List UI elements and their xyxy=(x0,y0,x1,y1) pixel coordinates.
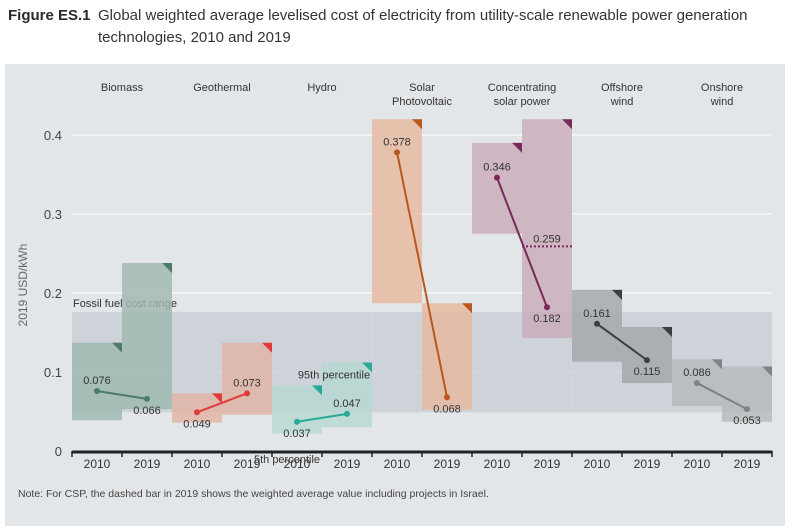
p95-marker-icon xyxy=(362,362,372,373)
y-tick-label: 0.4 xyxy=(44,128,62,143)
data-point-2019 xyxy=(344,410,350,417)
category-label: Offshore xyxy=(601,82,643,94)
x-tick-label: 2010 xyxy=(684,457,711,471)
x-tick-label: 2010 xyxy=(484,457,511,471)
range-bar-2019 xyxy=(222,342,272,415)
p95-marker-icon xyxy=(312,385,322,396)
range-bar-2019 xyxy=(622,326,672,384)
value-label: 0.047 xyxy=(333,398,361,410)
data-point-2019 xyxy=(744,406,750,413)
data-point-2010 xyxy=(94,387,100,394)
category-label: Photovoltaic xyxy=(392,96,452,108)
data-point-2019 xyxy=(644,357,650,364)
range-bar-2010 xyxy=(272,385,322,434)
value-label: 0.068 xyxy=(433,403,461,415)
category-label: wind xyxy=(710,96,734,108)
chart-note: Note: For CSP, the dashed bar in 2019 sh… xyxy=(18,488,489,500)
x-tick-label: 2019 xyxy=(234,457,261,471)
category-label: Onshore xyxy=(701,82,743,94)
trend-line xyxy=(396,152,448,398)
value-label: 0.076 xyxy=(83,375,111,387)
trend-line xyxy=(596,323,648,361)
p95-marker-icon xyxy=(112,342,122,353)
category-label: Hydro xyxy=(307,82,336,94)
data-point-2019 xyxy=(444,394,450,401)
category-label: Solar xyxy=(409,82,435,94)
x-tick-label: 2010 xyxy=(284,457,311,471)
p95-marker-icon xyxy=(412,119,422,130)
x-tick-label: 2019 xyxy=(634,457,661,471)
category-label: Concentrating xyxy=(488,82,557,94)
value-label: 0.346 xyxy=(483,162,511,174)
value-label: 0.073 xyxy=(233,377,261,389)
x-tick-label: 2019 xyxy=(134,457,161,471)
data-point-2010 xyxy=(694,380,700,387)
trend-line xyxy=(96,389,148,400)
p95-marker-icon xyxy=(262,342,272,353)
value-label: 0.053 xyxy=(733,415,761,427)
value-label: 0.115 xyxy=(634,366,661,378)
data-point-2010 xyxy=(194,409,200,416)
value-label: 0.182 xyxy=(533,313,561,325)
x-tick-label: 2010 xyxy=(84,457,111,471)
y-axis-label: 2019 USD/kWh xyxy=(16,244,30,327)
trend-line xyxy=(196,392,248,414)
value-label: 0.161 xyxy=(583,308,611,320)
value-label: 0.378 xyxy=(383,136,411,148)
p5-annotation: 5th percentile xyxy=(254,454,320,466)
x-tick-label: 2019 xyxy=(534,457,561,471)
x-tick-label: 2010 xyxy=(384,457,411,471)
y-tick-label: 0 xyxy=(55,444,62,459)
range-bar-2010 xyxy=(472,142,522,234)
figure-label: Figure ES.1 xyxy=(8,7,91,24)
data-point-2010 xyxy=(594,320,600,327)
p95-marker-icon xyxy=(612,289,622,300)
x-tick-label: 2019 xyxy=(734,457,761,471)
range-bar-2019 xyxy=(522,119,572,339)
range-bar-2019 xyxy=(422,303,472,410)
p95-marker-icon xyxy=(762,366,772,377)
x-tick-label: 2019 xyxy=(334,457,361,471)
figure-title-text: Global weighted average levelised cost o… xyxy=(98,7,748,46)
p95-marker-icon xyxy=(662,326,672,337)
range-bar-2019 xyxy=(122,262,172,410)
value-label: 0.037 xyxy=(283,428,311,440)
x-tick-label: 2019 xyxy=(434,457,461,471)
category-label: solar power xyxy=(494,96,551,108)
data-point-2010 xyxy=(494,174,500,181)
data-point-2019 xyxy=(144,395,150,402)
y-tick-label: 0.2 xyxy=(44,286,62,301)
category-label: Biomass xyxy=(101,82,144,94)
csp-dashed-label: 0.259 xyxy=(533,233,561,245)
trend-line xyxy=(496,177,548,308)
data-point-2010 xyxy=(394,149,400,156)
x-tick-label: 2010 xyxy=(184,457,211,471)
range-bar-2010 xyxy=(72,342,122,421)
p95-marker-icon xyxy=(162,262,172,273)
value-label: 0.049 xyxy=(183,418,211,430)
trend-line xyxy=(696,382,748,411)
p95-marker-icon xyxy=(562,119,572,130)
p95-marker-icon xyxy=(712,359,722,370)
category-label: Geothermal xyxy=(193,82,250,94)
trend-line xyxy=(296,412,348,423)
y-tick-label: 0.1 xyxy=(44,365,62,380)
range-bar-2019 xyxy=(722,366,772,422)
data-point-2019 xyxy=(544,304,550,311)
figure-title: Figure ES.1 Global weighted average leve… xyxy=(8,5,788,46)
p95-marker-icon xyxy=(212,393,222,404)
value-label: 0.066 xyxy=(133,405,161,417)
data-point-2019 xyxy=(244,390,250,397)
range-bar-2010 xyxy=(172,393,222,423)
p95-annotation: 95th percentile xyxy=(298,369,370,381)
p95-marker-icon xyxy=(512,142,522,153)
p95-marker-icon xyxy=(462,303,472,314)
value-label: 0.086 xyxy=(683,367,711,379)
category-label: wind xyxy=(610,96,634,108)
y-tick-label: 0.3 xyxy=(44,207,62,222)
data-point-2010 xyxy=(294,418,300,425)
x-tick-label: 2010 xyxy=(584,457,611,471)
